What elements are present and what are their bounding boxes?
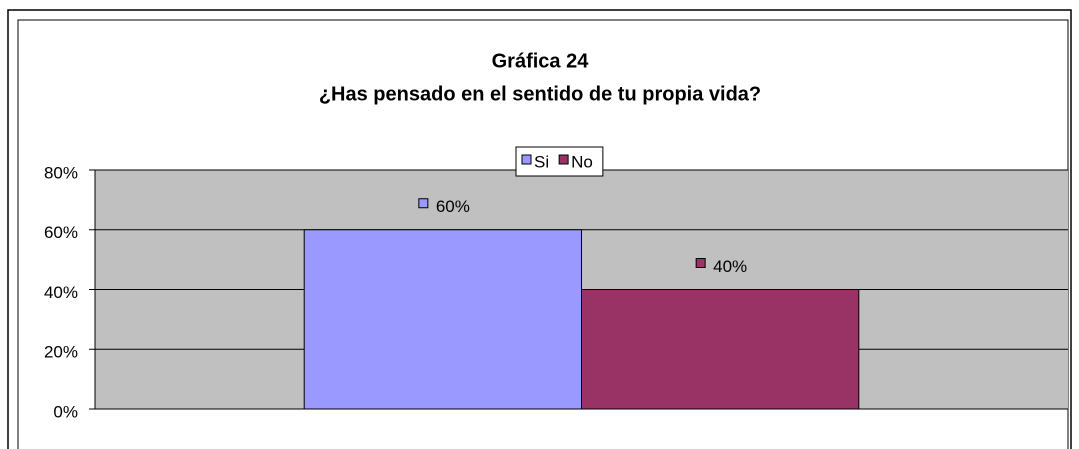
legend-swatch: [558, 154, 569, 165]
data-label-key: [695, 258, 706, 268]
y-tick-label: 0%: [53, 402, 78, 421]
data-label-key: [418, 198, 429, 209]
bar: [581, 289, 860, 410]
chart-title: Gráfica 24: [492, 50, 590, 72]
y-tick-label: 60%: [44, 223, 78, 242]
legend-swatch: [521, 154, 532, 165]
legend-label: No: [571, 152, 593, 171]
data-label: 60%: [436, 197, 470, 216]
y-tick-label: 80%: [44, 163, 78, 182]
y-tick-label: 40%: [44, 283, 78, 302]
bar: [303, 229, 582, 410]
chart-subtitle: ¿Has pensado en el sentido de tu propia …: [319, 83, 761, 105]
y-tick-label: 20%: [44, 343, 78, 362]
outer-border: [7, 9, 1072, 449]
legend-label: Si: [534, 152, 549, 171]
data-label: 40%: [713, 257, 747, 276]
